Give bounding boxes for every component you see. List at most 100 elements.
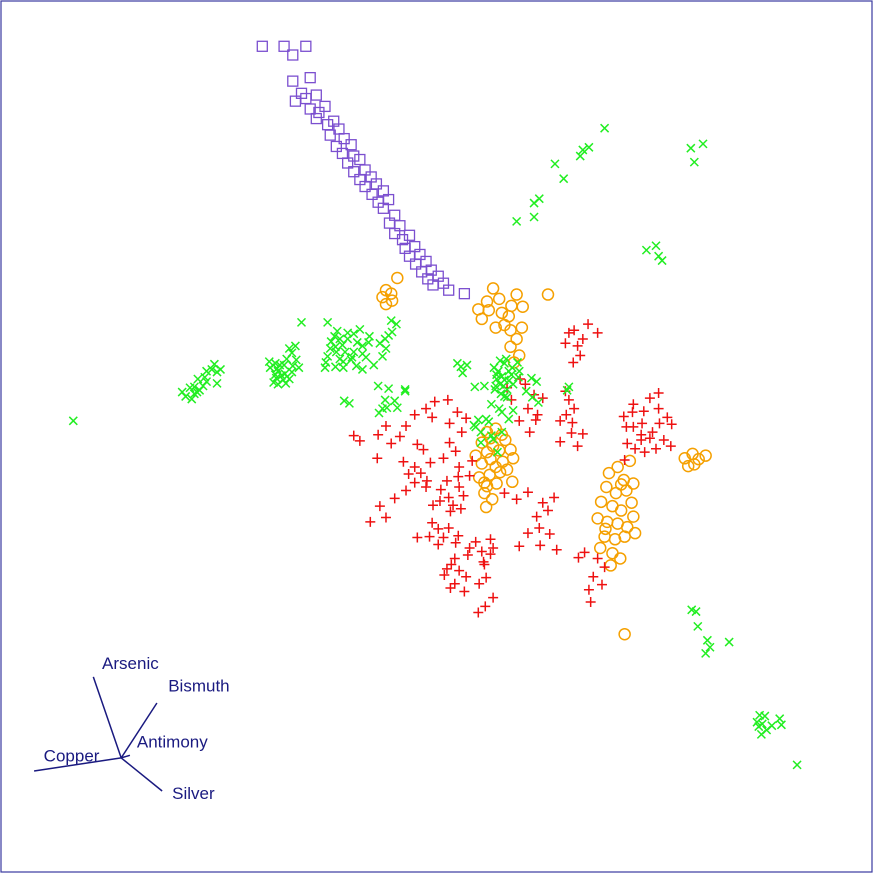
data-point-plus: [449, 578, 460, 589]
data-point-plus: [445, 506, 456, 517]
data-point-circle: [599, 522, 612, 536]
data-point-square: [256, 40, 268, 52]
biplot-label-arsenic: Arsenic: [102, 654, 159, 673]
data-point-x: [330, 362, 340, 372]
data-point-circle: [614, 552, 627, 565]
data-point-plus: [563, 394, 574, 405]
biplot-vector-bismuth: [120, 702, 158, 759]
data-point-x: [512, 216, 522, 226]
data-point-x: [390, 396, 400, 406]
data-point-circle: [515, 321, 529, 334]
data-point-x: [386, 316, 396, 326]
data-point-circle: [611, 460, 624, 474]
data-point-plus: [412, 532, 423, 543]
data-point-square: [359, 180, 371, 193]
data-point-circle: [681, 459, 695, 473]
data-point-x: [575, 151, 585, 161]
data-point-x: [499, 391, 509, 401]
data-point-plus: [639, 447, 650, 458]
data-point-square: [389, 227, 401, 240]
data-point-square: [348, 166, 360, 178]
data-point-x: [792, 760, 802, 770]
data-point-x: [364, 337, 374, 347]
data-point-plus: [630, 443, 641, 454]
data-point-plus: [433, 539, 444, 550]
data-point-circle: [510, 332, 523, 346]
data-point-plus: [415, 468, 426, 479]
data-point-square: [345, 139, 357, 151]
data-point-plus: [666, 419, 677, 430]
data-point-circle: [480, 445, 494, 459]
biplot-label-copper: Copper: [44, 746, 100, 765]
data-point-plus: [434, 495, 445, 506]
data-point-x: [756, 729, 766, 739]
data-point-circle: [480, 295, 494, 308]
data-point-plus: [474, 578, 485, 589]
data-point-x: [264, 357, 274, 367]
data-point-square: [425, 264, 437, 276]
data-point-square: [304, 71, 316, 84]
data-point-plus: [577, 428, 588, 439]
data-point-circle: [541, 288, 555, 301]
data-point-plus: [427, 412, 438, 423]
data-point-plus: [583, 584, 594, 595]
data-point-plus: [439, 569, 450, 580]
data-point-plus: [638, 406, 649, 417]
data-point-x: [192, 387, 202, 397]
data-point-circle: [699, 449, 712, 462]
data-point-plus: [653, 387, 664, 398]
data-point-square: [338, 132, 350, 145]
data-point-x: [269, 377, 279, 388]
data-point-plus: [401, 485, 412, 496]
data-point-plus: [577, 333, 588, 344]
data-point-x: [332, 326, 342, 336]
data-point-plus: [524, 427, 535, 438]
data-point-plus: [458, 490, 469, 501]
data-point-plus: [628, 399, 639, 410]
series-circle: [376, 271, 712, 641]
data-point-plus: [520, 379, 531, 390]
data-point-x: [693, 621, 703, 631]
data-point-plus: [488, 592, 499, 603]
data-point-x: [532, 377, 542, 387]
data-point-circle: [500, 463, 514, 476]
data-point-x: [344, 398, 354, 408]
data-point-x: [776, 720, 786, 730]
data-point-plus: [555, 436, 566, 447]
data-point-plus: [467, 455, 478, 466]
data-point-x: [320, 363, 330, 373]
data-point-x: [400, 384, 410, 394]
data-point-plus: [544, 529, 555, 540]
data-point-x: [288, 361, 298, 371]
data-point-x: [330, 331, 340, 341]
data-point-x: [578, 145, 588, 155]
data-point-circle: [506, 475, 519, 489]
data-point-plus: [532, 409, 543, 420]
data-point-x: [462, 360, 472, 370]
data-point-circle: [593, 541, 607, 555]
data-point-square: [319, 100, 331, 113]
data-point-x: [284, 343, 294, 354]
data-point-x: [641, 245, 651, 255]
data-point-plus: [429, 396, 440, 407]
data-point-plus: [438, 532, 449, 543]
data-point-x: [335, 334, 345, 344]
data-point-plus: [619, 455, 630, 466]
data-point-x: [384, 384, 394, 394]
data-point-x: [526, 373, 536, 383]
data-point-plus: [380, 512, 391, 523]
data-point-x: [529, 212, 539, 222]
data-point-plus: [480, 601, 491, 612]
data-point-plus: [421, 475, 432, 486]
data-point-plus: [454, 565, 465, 576]
data-point-plus: [421, 482, 432, 493]
data-point-circle: [499, 433, 512, 447]
data-point-plus: [453, 530, 464, 541]
data-point-x: [380, 395, 390, 405]
data-point-circle: [490, 477, 503, 490]
data-point-x: [291, 355, 301, 365]
data-point-x: [331, 347, 341, 357]
data-point-x: [400, 386, 410, 396]
data-point-plus: [537, 497, 548, 508]
data-point-plus: [592, 327, 603, 338]
